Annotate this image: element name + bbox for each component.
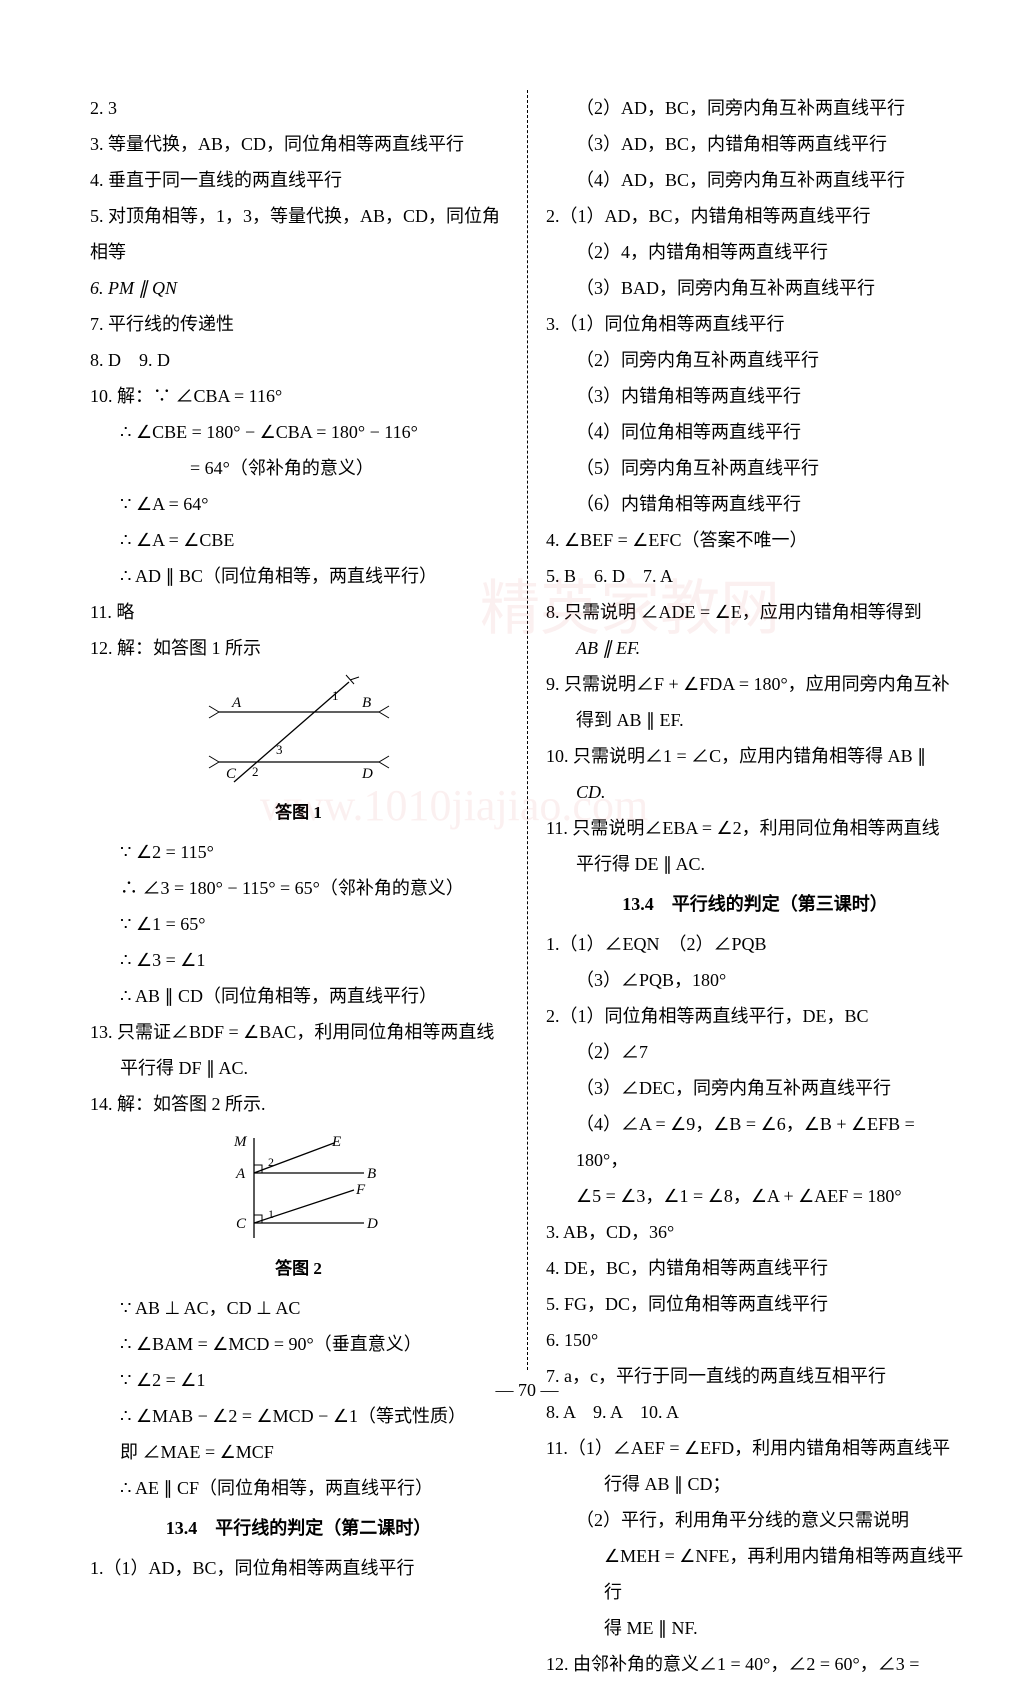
fig2-angle-1: 1 — [268, 1207, 274, 1221]
answer-cont: ∠MEH = ∠NFE，再利用内错角相等两直线平行 — [546, 1538, 964, 1610]
proof-step: 即 ∠MAE = ∠MCF — [90, 1434, 507, 1470]
answer-item: 6. PM ∥ QN — [90, 270, 507, 306]
fig2-label-B: B — [367, 1166, 376, 1182]
proof-step: ∴ ∠CBE = 180° − ∠CBA = 180° − 116° — [90, 414, 507, 450]
fig2-label-F: F — [355, 1182, 366, 1198]
answer-item: 4. ∠BEF = ∠EFC（答案不唯一） — [546, 522, 964, 558]
answer-item: 1.（1）AD，BC，同位角相等两直线平行 — [90, 1550, 507, 1586]
proof-step: ∴ ∠MAB − ∠2 = ∠MCD − ∠1（等式性质） — [90, 1398, 507, 1434]
answer-item: 11.（1）∠AEF = ∠EFD，利用内错角相等两直线平 — [546, 1430, 964, 1466]
answer-item: 12. 解：如答图 1 所示 — [90, 630, 507, 666]
proof-step: ∴ ∠BAM = ∠MCD = 90°（垂直意义） — [90, 1326, 507, 1362]
section-heading: 13.4 平行线的判定（第二课时） — [90, 1510, 507, 1546]
answer-cont: 平行得 DE ∥ AC. — [546, 846, 964, 882]
answer-item: 3. AB，CD，36° — [546, 1214, 964, 1250]
figure-1-caption: 答图 1 — [275, 796, 322, 830]
fig1-angle-3: 3 — [276, 742, 283, 757]
proof-step: = 64°（邻补角的意义） — [90, 450, 507, 486]
answer-item: 10. 解：∵ ∠CBA = 116° — [90, 378, 507, 414]
answer-sub: （3）内错角相等两直线平行 — [546, 378, 964, 414]
fig2-angle-2: 2 — [268, 1155, 274, 1169]
answer-item: 12. 由邻补角的意义∠1 = 40°，∠2 = 60°，∠3 = — [546, 1646, 964, 1682]
answer-item: 11. 略 — [90, 594, 507, 630]
answer-cont: CD. — [546, 774, 964, 810]
figure-1-svg: A B C D 1 2 3 — [194, 672, 404, 792]
answer-cont: 得到 AB ∥ EF. — [546, 702, 964, 738]
fig1-label-C: C — [226, 766, 237, 782]
answer-item: 2.（1）同位角相等两直线平行，DE，BC — [546, 998, 964, 1034]
answer-item: 4. 垂直于同一直线的两直线平行 — [90, 162, 507, 198]
answer-sub: （4）∠A = ∠9，∠B = ∠6，∠B + ∠EFB = 180°， — [546, 1106, 964, 1178]
answer-sub: （4）同位角相等两直线平行 — [546, 414, 964, 450]
answer-cont: 平行得 DF ∥ AC. — [90, 1050, 507, 1086]
two-column-layout: 2. 3 3. 等量代换，AB，CD，同位角相等两直线平行 4. 垂直于同一直线… — [90, 90, 964, 1370]
answer-cont: 行得 AB ∥ CD； — [546, 1466, 964, 1502]
fig1-label-A: A — [231, 695, 242, 711]
fig2-label-E: E — [331, 1134, 341, 1150]
answer-sub: （4）AD，BC，同旁内角互补两直线平行 — [546, 162, 964, 198]
answer-item: 14. 解：如答图 2 所示. — [90, 1086, 507, 1122]
answer-cont: ∠5 = ∠3，∠1 = ∠8，∠A + ∠AEF = 180° — [546, 1178, 964, 1214]
proof-step: ∴ ∠3 = 180° − 115° = 65°（邻补角的意义） — [90, 870, 507, 906]
proof-step: ∵ ∠1 = 65° — [90, 906, 507, 942]
answer-sub: （2）平行，利用角平分线的意义只需说明 — [546, 1502, 964, 1538]
answer-item: 2.（1）AD，BC，内错角相等两直线平行 — [546, 198, 964, 234]
answer-sub: （3）AD，BC，内错角相等两直线平行 — [546, 126, 964, 162]
answer-item: 7. 平行线的传递性 — [90, 306, 507, 342]
fig2-label-D: D — [366, 1216, 378, 1232]
figure-2-svg: M A C E B F D 2 1 — [204, 1128, 394, 1248]
right-column: （2）AD，BC，同旁内角互补两直线平行 （3）AD，BC，内错角相等两直线平行… — [527, 90, 964, 1370]
answer-item: 7. a，c，平行于同一直线的两直线互相平行 — [546, 1358, 964, 1394]
answer-item: 11. 只需说明∠EBA = ∠2，利用同位角相等两直线 — [546, 810, 964, 846]
proof-step: ∴ AB ∥ CD（同位角相等，两直线平行） — [90, 978, 507, 1014]
answer-sub: （2）∠7 — [546, 1034, 964, 1070]
answer-item: 1.（1）∠EQN （2）∠PQB — [546, 926, 964, 962]
answer-item: 13. 只需证∠BDF = ∠BAC，利用同位角相等两直线 — [90, 1014, 507, 1050]
proof-step: ∴ ∠3 = ∠1 — [90, 942, 507, 978]
fig1-angle-1: 1 — [332, 688, 339, 703]
proof-step: ∵ ∠2 = 115° — [90, 834, 507, 870]
answer-cont: 得 ME ∥ NF. — [546, 1610, 964, 1646]
answer-item: 9. 只需说明∠F + ∠FDA = 180°，应用同旁内角互补 — [546, 666, 964, 702]
fig1-angle-2: 2 — [252, 764, 259, 779]
proof-step: ∴ AE ∥ CF（同位角相等，两直线平行） — [90, 1470, 507, 1506]
figure-2-caption: 答图 2 — [275, 1252, 322, 1286]
proof-step: ∵ ∠2 = ∠1 — [90, 1362, 507, 1398]
figure-1: A B C D 1 2 3 答图 1 — [90, 672, 507, 830]
answer-item: 5. FG，DC，同位角相等两直线平行 — [546, 1286, 964, 1322]
answer-item: 8. 只需说明 ∠ADE = ∠E，应用内错角相等得到 — [546, 594, 964, 630]
fig1-label-D: D — [361, 766, 373, 782]
proof-step: ∴ ∠A = ∠CBE — [90, 522, 507, 558]
left-column: 2. 3 3. 等量代换，AB，CD，同位角相等两直线平行 4. 垂直于同一直线… — [90, 90, 527, 1370]
section-heading: 13.4 平行线的判定（第三课时） — [546, 886, 964, 922]
answer-sub: （6）内错角相等两直线平行 — [546, 486, 964, 522]
answer-sub: （2）AD，BC，同旁内角互补两直线平行 — [546, 90, 964, 126]
answer-item: 6. 150° — [546, 1322, 964, 1358]
answer-item: 8. A 9. A 10. A — [546, 1394, 964, 1430]
proof-step: ∵ ∠A = 64° — [90, 486, 507, 522]
answer-item: 10. 只需说明∠1 = ∠C，应用内错角相等得 AB ∥ — [546, 738, 964, 774]
answer-item: 5. 对顶角相等，1，3，等量代换，AB，CD，同位角相等 — [90, 198, 507, 270]
answer-sub: （2）同旁内角互补两直线平行 — [546, 342, 964, 378]
answer-sub: （3）∠DEC，同旁内角互补两直线平行 — [546, 1070, 964, 1106]
proof-step: ∴ AD ∥ BC（同位角相等，两直线平行） — [90, 558, 507, 594]
answer-item: 2. 3 — [90, 90, 507, 126]
fig2-label-C: C — [236, 1216, 247, 1232]
answer-sub: （3）BAD，同旁内角互补两直线平行 — [546, 270, 964, 306]
figure-2: M A C E B F D 2 1 答图 2 — [90, 1128, 507, 1286]
answer-cont: AB ∥ EF. — [546, 630, 964, 666]
answer-item: 4. DE，BC，内错角相等两直线平行 — [546, 1250, 964, 1286]
answer-sub: （5）同旁内角互补两直线平行 — [546, 450, 964, 486]
answer-item: 3.（1）同位角相等两直线平行 — [546, 306, 964, 342]
fig2-label-A: A — [235, 1166, 246, 1182]
answer-sub: （3）∠PQB，180° — [546, 962, 964, 998]
proof-step: ∵ AB ⊥ AC，CD ⊥ AC — [90, 1290, 507, 1326]
fig1-label-B: B — [362, 695, 371, 711]
answer-sub: （2）4，内错角相等两直线平行 — [546, 234, 964, 270]
answer-item: 5. B 6. D 7. A — [546, 558, 964, 594]
fig2-label-M: M — [233, 1134, 248, 1150]
answer-item: 8. D 9. D — [90, 342, 507, 378]
answer-item: 3. 等量代换，AB，CD，同位角相等两直线平行 — [90, 126, 507, 162]
